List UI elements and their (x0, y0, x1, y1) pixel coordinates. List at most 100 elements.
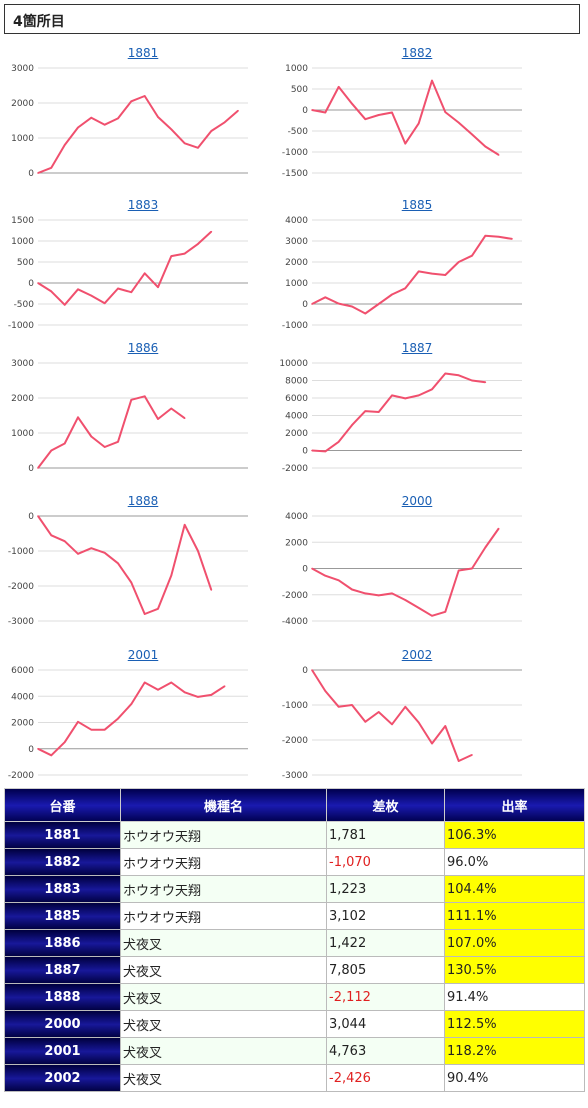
y-tick-label: 2000 (11, 99, 34, 109)
data-point (377, 711, 380, 713)
data-point (183, 523, 186, 526)
chart-title-link[interactable]: 2000 (401, 494, 433, 508)
model-name-cell: 犬夜叉 (120, 1010, 327, 1038)
data-point (63, 741, 66, 743)
difference-cell: 4,763 (326, 1037, 445, 1065)
data-point (391, 111, 393, 114)
data-point (444, 274, 447, 276)
line-chart: 4000 3000 2000 1000 0 -1000 (282, 216, 522, 331)
y-tick-label: -3000 (282, 771, 308, 781)
chart-1888: 1888 0 -1000 -2000 -3000 (8, 494, 298, 634)
chart-title-link[interactable]: 1885 (401, 198, 433, 212)
data-point (431, 79, 433, 82)
data-point (484, 145, 487, 148)
difference-cell: -2,426 (326, 1064, 445, 1092)
chart-title-link[interactable]: 1887 (401, 341, 433, 355)
chart-title-link[interactable]: 2001 (127, 648, 159, 662)
y-tick-label: 1000 (11, 237, 34, 247)
y-tick-label: -2000 (282, 591, 308, 601)
data-point (404, 142, 407, 145)
y-tick-label: 2000 (11, 394, 34, 404)
chart-2001: 2001 6000 4000 2000 0 -2000 (8, 648, 298, 788)
data-point (143, 681, 146, 684)
y-tick-label: -1500 (282, 169, 308, 179)
chart-title-link[interactable]: 1881 (127, 46, 159, 60)
data-point (364, 410, 367, 412)
machine-number-cell: 1881 (4, 821, 121, 849)
data-point (484, 546, 487, 549)
y-tick-label: 1000 (11, 134, 34, 144)
data-point (484, 234, 487, 237)
table-row: 1881 ホウオウ天翔 1,781 106.3% (4, 821, 585, 849)
data-point (90, 728, 93, 731)
y-tick-label: -1000 (282, 148, 308, 158)
y-tick-label: -2000 (282, 736, 308, 746)
data-point (351, 102, 353, 105)
data-point (364, 118, 367, 121)
data-point (77, 126, 79, 129)
data-point (117, 717, 119, 720)
data-point (337, 705, 340, 708)
chart-title-link[interactable]: 1883 (127, 198, 159, 212)
data-point (183, 691, 186, 694)
data-point (471, 379, 473, 382)
chart-title-link[interactable]: 1886 (127, 341, 159, 355)
chart-title-link[interactable]: 1888 (127, 494, 159, 508)
data-point (63, 442, 66, 445)
table-row: 2001 犬夜叉 4,763 118.2% (4, 1037, 585, 1065)
data-point (223, 685, 226, 688)
line-chart: 3000 2000 1000 0 (11, 64, 248, 179)
data-point (103, 123, 106, 126)
data-point (311, 669, 313, 671)
difference-cell: 3,102 (326, 902, 445, 930)
data-point (37, 282, 39, 284)
line-chart: 4000 2000 0 -2000 -4000 (282, 512, 522, 627)
y-tick-label: 2000 (285, 258, 308, 268)
payout-rate-cell: 106.3% (444, 821, 585, 849)
chart-1887: 1887 10000 8000 6000 4000 2000 0 -2000 (279, 341, 572, 481)
model-name-cell: ホウオウ天翔 (120, 902, 327, 930)
difference-cell: 1,781 (326, 821, 445, 849)
data-point (197, 243, 199, 245)
model-name-cell: 犬夜叉 (120, 983, 327, 1011)
data-point (324, 111, 327, 114)
data-point (377, 411, 380, 413)
machine-number-cell: 1882 (4, 848, 121, 876)
data-point (143, 95, 146, 97)
y-tick-label: 0 (28, 512, 34, 522)
data-point (63, 304, 66, 306)
data-point (431, 614, 433, 617)
data-point (170, 407, 173, 410)
model-name-cell: 犬夜叉 (120, 1037, 327, 1065)
y-tick-label: 8000 (285, 377, 308, 387)
data-point (103, 728, 106, 731)
data-point (511, 238, 513, 240)
line-chart: 0 -1000 -2000 -3000 (8, 512, 248, 627)
data-point (117, 117, 119, 120)
table-row: 1885 ホウオウ天翔 3,102 111.1% (4, 902, 585, 930)
data-point (391, 592, 393, 595)
data-point (497, 154, 500, 156)
table-row: 2002 犬夜叉 -2,426 90.4% (4, 1064, 585, 1092)
y-tick-label: -500 (14, 300, 35, 310)
line-chart: 1500 1000 500 0 -500 -1000 (8, 216, 248, 331)
chart-1885: 1885 4000 3000 2000 1000 0 -1000 (282, 198, 572, 338)
data-point (457, 261, 460, 263)
data-point (497, 236, 500, 238)
data-point (130, 703, 133, 705)
data-point (444, 372, 447, 375)
data-point (157, 286, 159, 288)
chart-title-link[interactable]: 1882 (401, 46, 433, 60)
chart-title-link[interactable]: 2002 (401, 648, 433, 662)
data-point (404, 599, 407, 601)
data-point (351, 588, 353, 591)
series-line (37, 515, 213, 615)
y-tick-label: 2000 (285, 538, 308, 548)
model-name-cell: ホウオウ天翔 (120, 875, 327, 903)
y-tick-label: 10000 (279, 359, 308, 369)
y-tick-label: 6000 (11, 666, 34, 676)
series-line (37, 681, 226, 757)
y-tick-label: 2000 (11, 719, 34, 729)
y-tick-label: -2000 (8, 582, 34, 592)
y-tick-label: 1000 (11, 429, 34, 439)
